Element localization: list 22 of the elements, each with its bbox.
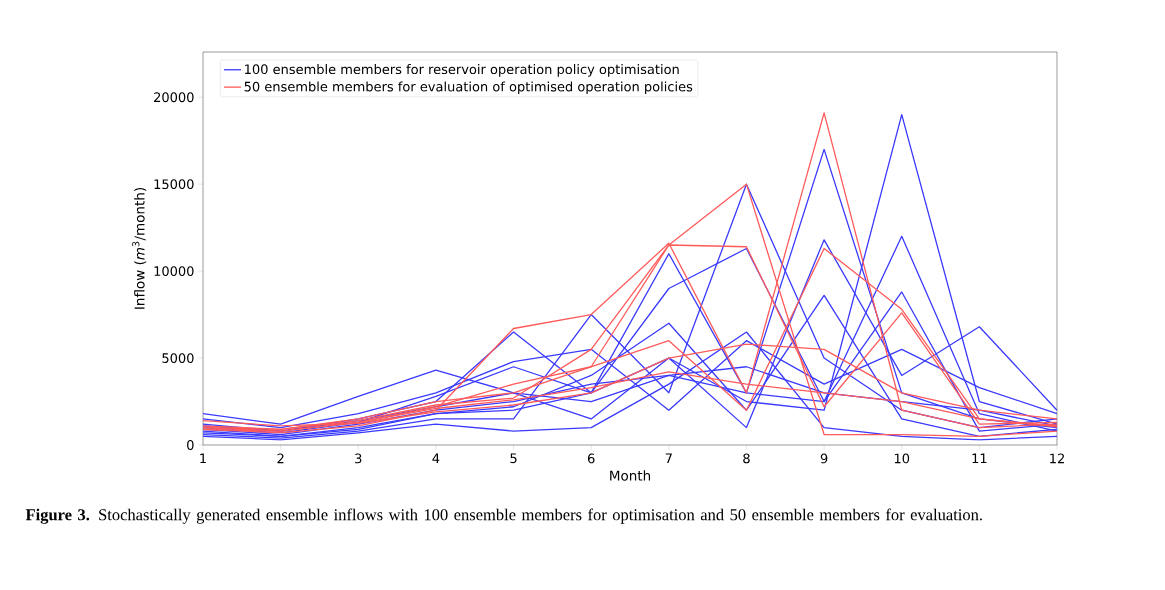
x-tick-label: 10 bbox=[894, 453, 910, 464]
y-tick-label: 10000 bbox=[154, 266, 194, 277]
x-tick-label: 8 bbox=[743, 453, 750, 464]
text: Figure 3. Stochastically generated ensemble inflows with 100 ensemble members for optimisation and 50 ensemble members for evaluation. bbox=[25, 508, 982, 524]
legend-label: 100 ensemble members for reservoir operation policy optimisation bbox=[245, 64, 679, 77]
y-tick-label: 0 bbox=[187, 440, 194, 450]
x-tick-label: 6 bbox=[587, 453, 595, 464]
x-tick-label: 12 bbox=[1050, 453, 1064, 464]
x-axis-title: Month bbox=[610, 470, 651, 481]
x-tick-label: 2 bbox=[277, 453, 284, 464]
y-tick-label: 5000 bbox=[162, 353, 194, 363]
x-tick-label: 4 bbox=[432, 453, 440, 464]
legend-label: 50 ensemble members for evaluation of optimised operation policies bbox=[244, 81, 693, 95]
y-tick-label: 20000 bbox=[154, 92, 194, 103]
x-tick-label: 1 bbox=[200, 453, 206, 464]
y-tick-label: 15000 bbox=[154, 179, 194, 190]
y-axis-title: Inflow (m$^{3}$/month) bbox=[132, 188, 147, 309]
x-tick-label: 11 bbox=[972, 453, 987, 464]
x-tick-label: 9 bbox=[820, 453, 828, 464]
x-tick-label: 7 bbox=[665, 453, 672, 464]
x-tick-label: 5 bbox=[510, 453, 517, 464]
x-tick-label: 3 bbox=[355, 453, 362, 464]
